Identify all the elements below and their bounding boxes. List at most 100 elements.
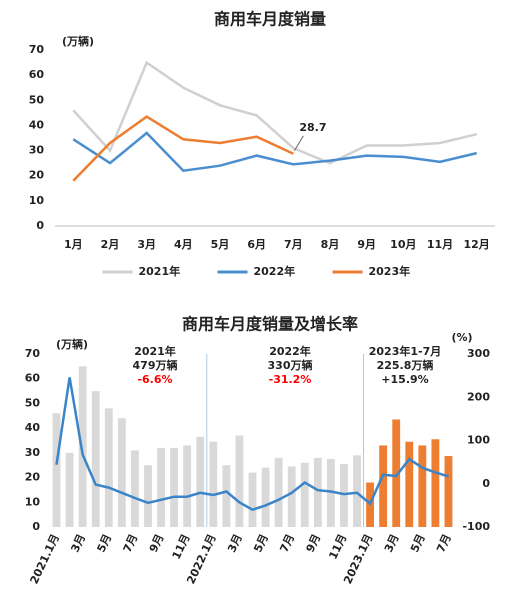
bar (274, 457, 283, 527)
bar (235, 435, 244, 527)
bar (196, 436, 205, 527)
chart-title: 商用车月度销量 (214, 10, 326, 29)
series-line (72, 60, 477, 165)
annotation-change: -6.6% (137, 373, 172, 386)
y-tick-label: 0 (32, 520, 40, 533)
x-tick-label: 7月 (284, 238, 303, 251)
bar (353, 455, 361, 527)
x-tick-label: 5月 (251, 532, 271, 554)
legend-label: 2023年 (369, 264, 411, 278)
bar (313, 457, 322, 527)
y-tick-label: 40 (25, 421, 41, 434)
y-tick-label: 70 (25, 347, 41, 360)
x-tick-label: 5月 (211, 238, 230, 251)
x-tick-label: 9月 (147, 532, 167, 554)
bar (379, 445, 388, 527)
y2-tick-label: 100 (467, 434, 490, 447)
bar (392, 419, 401, 527)
x-tick-label: 10月 (390, 238, 416, 251)
series-line (72, 131, 477, 173)
bar (183, 445, 192, 527)
bar (431, 439, 440, 527)
bar (287, 466, 296, 527)
annotation: 2022年 (269, 344, 311, 358)
x-tick-label: 11月 (427, 238, 453, 251)
annotation: 28.7 (299, 121, 326, 134)
bar (418, 445, 427, 527)
y-tick-label: 10 (29, 194, 45, 207)
x-tick-label: 3月 (68, 532, 88, 554)
bar (170, 447, 179, 527)
y2-tick-label: 0 (482, 477, 490, 490)
bar (405, 441, 414, 527)
x-tick-label: 7月 (121, 532, 141, 554)
x-tick-label: 3月 (225, 532, 245, 554)
x-tick-label: 9月 (304, 532, 324, 554)
legend-label: 2022年 (254, 264, 296, 278)
y-tick-label: 20 (25, 471, 41, 484)
bar (78, 366, 87, 527)
bar (261, 467, 270, 527)
annotation: 330万辆 (268, 358, 313, 372)
y-tick-label: 30 (25, 446, 41, 459)
x-tick-label: 11月 (326, 532, 349, 561)
bar (144, 465, 152, 527)
y2-tick-label: 200 (467, 390, 490, 403)
y2-tick-label: -100 (462, 520, 490, 533)
x-tick-label: 6月 (247, 238, 266, 251)
x-tick-label: 3月 (382, 532, 402, 554)
annotation: 2023年1-7月 (369, 344, 442, 358)
y-tick-label: 60 (29, 68, 45, 81)
bar (65, 452, 74, 527)
x-tick-label: 11月 (170, 532, 193, 561)
y-tick-label: 60 (25, 372, 41, 385)
x-tick-label: 2月 (101, 238, 120, 251)
y-tick-label: 50 (29, 93, 45, 106)
x-tick-label: 1月 (64, 238, 83, 251)
bar (340, 463, 348, 527)
y-tick-label: 0 (36, 219, 44, 232)
annotation-change: -31.2% (269, 373, 312, 386)
bar (52, 413, 61, 527)
y2-axis-label: (%) (451, 331, 472, 344)
x-tick-label: 9月 (357, 238, 376, 251)
y-axis-label: (万辆) (56, 337, 88, 351)
series-line (55, 377, 449, 512)
x-tick-label: 4月 (174, 238, 193, 251)
annotation-leader (293, 135, 304, 152)
y-tick-label: 10 (25, 495, 41, 508)
legend-label: 2021年 (139, 264, 181, 278)
x-tick-label: 8月 (321, 238, 340, 251)
annotation-change: +15.9% (381, 373, 428, 386)
bar (444, 456, 453, 527)
annotation: 2021年 (134, 344, 176, 358)
x-tick-label: 3月 (137, 238, 156, 251)
y-tick-label: 70 (29, 43, 45, 56)
bar (104, 408, 113, 527)
y-axis-label: (万辆) (62, 34, 94, 48)
bar (222, 465, 231, 527)
x-tick-label: 7月 (434, 532, 454, 554)
series-line (72, 115, 294, 182)
y2-tick-label: 300 (467, 347, 490, 360)
x-tick-label: 5月 (408, 532, 428, 554)
y-tick-label: 30 (29, 144, 45, 157)
y-tick-label: 20 (29, 169, 45, 182)
annotation: 479万辆 (133, 358, 178, 372)
x-tick-label: 5月 (95, 532, 115, 554)
x-tick-label: 2021.1月 (28, 532, 62, 586)
chart-title: 商用车月度销量及增长率 (182, 315, 358, 334)
y-tick-label: 50 (25, 396, 41, 409)
bar (91, 391, 100, 527)
x-tick-label: 7月 (277, 532, 297, 554)
bar (300, 462, 309, 527)
bar (117, 418, 126, 527)
y-tick-label: 40 (29, 118, 45, 131)
bar (326, 459, 335, 527)
bar (131, 450, 139, 527)
bar (248, 472, 257, 527)
annotation: 225.8万辆 (377, 358, 434, 372)
x-tick-label: 12月 (464, 238, 490, 251)
bar (209, 441, 218, 527)
